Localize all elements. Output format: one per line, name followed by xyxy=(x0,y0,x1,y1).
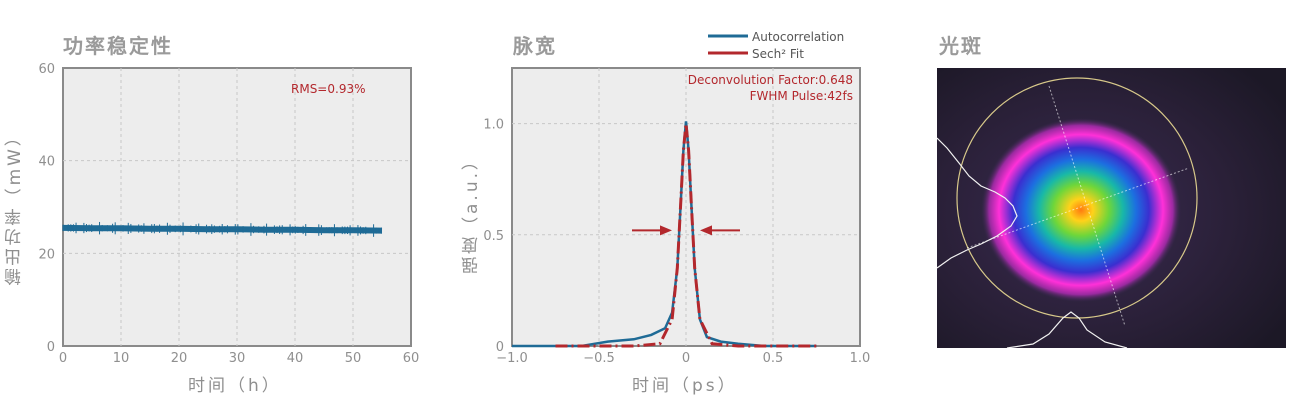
pulse-x-tick-label: −0.5 xyxy=(583,351,615,366)
power-x-tick-label: 60 xyxy=(403,351,420,366)
power-stability-chart: 0 10 20 30 40 50 60 0 20 40 60 RMS=0.93% xyxy=(38,62,419,366)
fwhm-right-arrowhead xyxy=(700,225,712,236)
power-x-tick-label: 10 xyxy=(113,351,130,366)
beam-major-axis xyxy=(966,167,1190,249)
power-x-axis-label: 时间（h） xyxy=(188,376,282,396)
power-y-tick-label: 20 xyxy=(38,247,55,262)
power-x-tick-label: 40 xyxy=(287,351,304,366)
power-y-tick-label: 0 xyxy=(47,340,55,355)
rms-annotation: RMS=0.93% xyxy=(291,82,365,96)
power-y-tick-label: 60 xyxy=(38,62,55,77)
power-x-tick-label: 50 xyxy=(345,351,362,366)
sech2-fit-line xyxy=(555,123,817,348)
pulse-x-axis-label: 时间（ps） xyxy=(632,376,738,396)
power-x-tick-label: 30 xyxy=(229,351,246,366)
power-y-tick-label: 40 xyxy=(38,155,55,170)
pulse-y-tick-label: 0.5 xyxy=(483,229,504,244)
pulse-annotation: FWHM Pulse:42fs xyxy=(750,89,853,103)
pulse-y-tick-label: 1.0 xyxy=(483,118,504,133)
beam-minor-axis xyxy=(1048,85,1126,327)
beam-fit-circle xyxy=(956,77,1198,319)
pulse-x-tick-label: 0.5 xyxy=(763,351,784,366)
beam-title: 光斑 xyxy=(939,34,983,58)
beam-vertical-profile xyxy=(937,137,1018,269)
pulse-y-tick-label: 0 xyxy=(496,340,504,355)
pulse-x-tick-label: 1.0 xyxy=(850,351,871,366)
pulse-x-tick-label: 0 xyxy=(682,351,690,366)
legend-label: Sech² Fit xyxy=(752,47,804,61)
beam-spot xyxy=(981,118,1181,302)
pulse-chart-title: 脉宽 xyxy=(513,34,557,58)
power-chart-title: 功率稳定性 xyxy=(63,34,173,58)
power-x-tick-label: 0 xyxy=(59,351,67,366)
beam-profile-image xyxy=(937,68,1286,348)
beam-horizontal-profile xyxy=(1006,311,1128,348)
pulse-x-tick-label: −1.0 xyxy=(496,351,528,366)
autocorrelation-line xyxy=(512,121,817,348)
fwhm-left-arrowhead xyxy=(660,225,672,236)
legend-label: Autocorrelation xyxy=(752,30,844,44)
power-x-tick-label: 20 xyxy=(171,351,188,366)
pulse-width-chart: −1.0 −0.5 0 0.5 1.0 0 0.5 1.0 Deconvolution Fact… xyxy=(483,30,870,366)
pulse-annotation: Deconvolution Factor:0.648 xyxy=(688,73,853,87)
